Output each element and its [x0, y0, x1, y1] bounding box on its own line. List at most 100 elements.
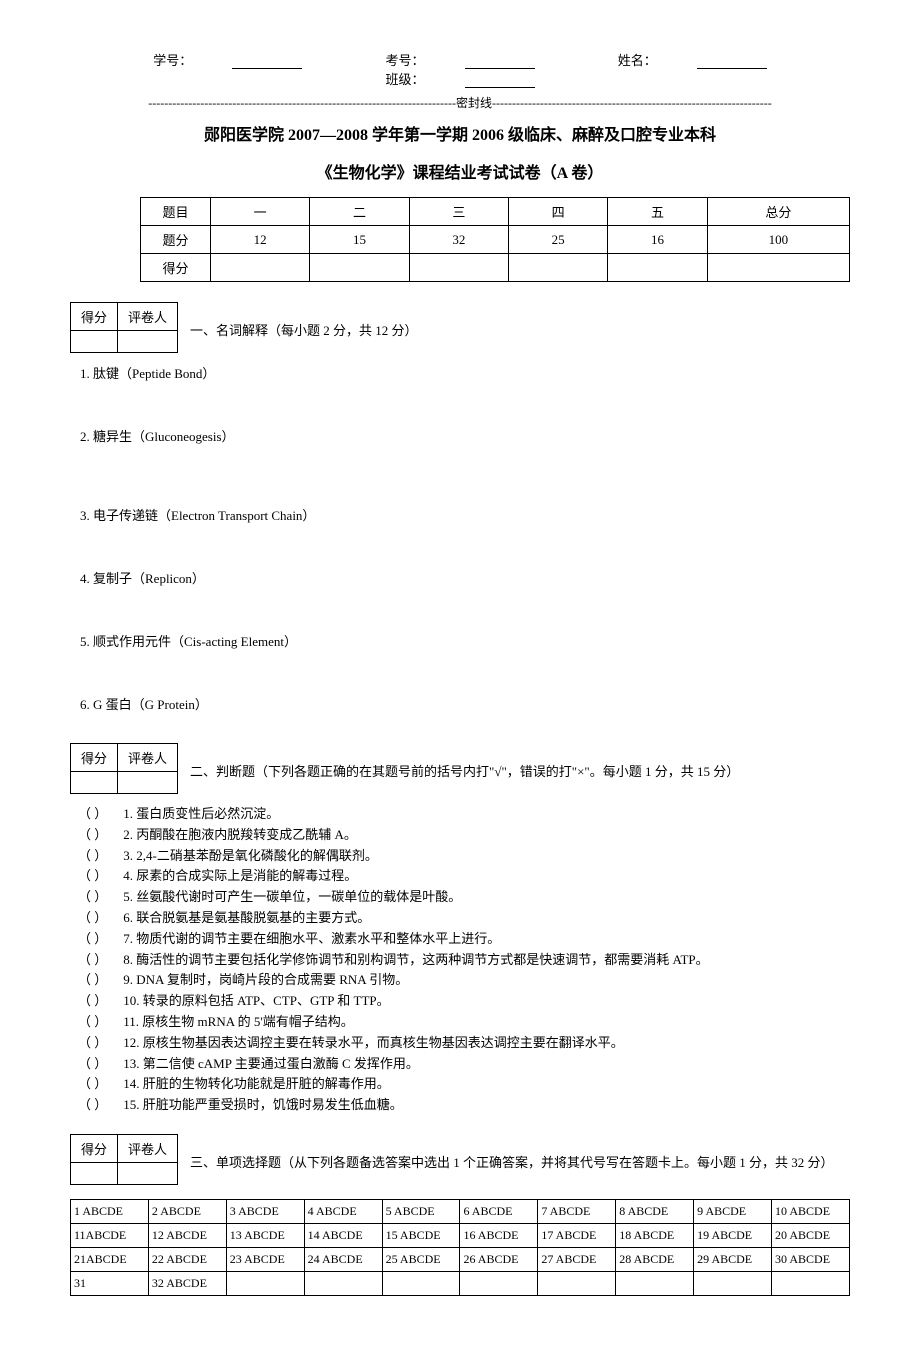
answer-cell[interactable]	[694, 1271, 772, 1295]
tf-text: 15. 肝脏功能严重受损时，饥饿时易发生低血糖。	[123, 1097, 403, 1112]
answer-cell[interactable]	[226, 1271, 304, 1295]
answer-cell[interactable]: 32 ABCDE	[148, 1271, 226, 1295]
answer-cell[interactable]: 21ABCDE	[71, 1247, 149, 1271]
answer-cell[interactable]	[616, 1271, 694, 1295]
score-cell[interactable]	[71, 1162, 118, 1184]
table-row: 得分	[141, 254, 850, 282]
tf-item: （ ） 4. 尿素的合成实际上是消能的解毒过程。	[78, 866, 850, 887]
answer-cell[interactable]: 26 ABCDE	[460, 1247, 538, 1271]
cell[interactable]	[508, 254, 607, 282]
grader-cell[interactable]	[118, 1162, 178, 1184]
cell: 15	[310, 226, 409, 254]
answer-cell[interactable]: 12 ABCDE	[148, 1223, 226, 1247]
answer-cell[interactable]: 17 ABCDE	[538, 1223, 616, 1247]
answer-cell[interactable]: 9 ABCDE	[694, 1199, 772, 1223]
answer-cell[interactable]	[538, 1271, 616, 1295]
tf-paren[interactable]: （ ）	[78, 866, 107, 887]
tf-paren[interactable]: （ ）	[78, 1033, 107, 1054]
score-label: 得分	[71, 303, 118, 331]
tf-text: 11. 原核生物 mRNA 的 5'端有帽子结构。	[123, 1014, 353, 1029]
class-field[interactable]	[465, 74, 535, 88]
score-cell[interactable]	[71, 772, 118, 794]
table-row: 11ABCDE 12 ABCDE 13 ABCDE 14 ABCDE 15 AB…	[71, 1223, 850, 1247]
tf-paren[interactable]: （ ）	[78, 1012, 107, 1033]
tf-text: 4. 尿素的合成实际上是消能的解毒过程。	[123, 868, 357, 883]
answer-cell[interactable]: 16 ABCDE	[460, 1223, 538, 1247]
answer-cell[interactable]: 4 ABCDE	[304, 1199, 382, 1223]
tf-text: 12. 原核生物基因表达调控主要在转录水平，而真核生物基因表达调控主要在翻译水平…	[123, 1035, 624, 1050]
answer-cell[interactable]: 25 ABCDE	[382, 1247, 460, 1271]
score-label: 得分	[71, 1134, 118, 1162]
answer-cell[interactable]: 20 ABCDE	[772, 1223, 850, 1247]
section-3-heading: 三、单项选择题（从下列各题备选答案中选出 1 个正确答案，并将其代号写在答题卡上…	[190, 1152, 834, 1171]
answer-cell[interactable]	[382, 1271, 460, 1295]
section-2-header: 得分评卷人 二、判断题（下列各题正确的在其题号前的括号内打"√"，错误的打"×"…	[70, 743, 850, 798]
cell[interactable]	[310, 254, 409, 282]
tf-item: （ ）14. 肝脏的生物转化功能就是肝脏的解毒作用。	[78, 1074, 850, 1095]
grader-label: 评卷人	[118, 1134, 178, 1162]
answer-cell[interactable]: 3 ABCDE	[226, 1199, 304, 1223]
grader-cell[interactable]	[118, 772, 178, 794]
name-field[interactable]	[697, 55, 767, 69]
tf-paren[interactable]: （ ）	[78, 804, 107, 825]
section-2-heading: 二、判断题（下列各题正确的在其题号前的括号内打"√"，错误的打"×"。每小题 1…	[190, 761, 739, 780]
answer-cell[interactable]: 11ABCDE	[71, 1223, 149, 1247]
answer-cell[interactable]: 7 ABCDE	[538, 1199, 616, 1223]
answer-cell[interactable]	[772, 1271, 850, 1295]
tf-item: （ ）9. DNA 复制时，岗崎片段的合成需要 RNA 引物。	[78, 970, 850, 991]
answer-cell[interactable]: 2 ABCDE	[148, 1199, 226, 1223]
grader-cell[interactable]	[118, 331, 178, 353]
table-row: 31 32 ABCDE	[71, 1271, 850, 1295]
answer-cell[interactable]: 10 ABCDE	[772, 1199, 850, 1223]
cell[interactable]	[608, 254, 707, 282]
tf-paren[interactable]: （ ）	[78, 846, 107, 867]
answer-cell[interactable]: 15 ABCDE	[382, 1223, 460, 1247]
tf-paren[interactable]: （ ）	[78, 991, 107, 1012]
answer-cell[interactable]: 6 ABCDE	[460, 1199, 538, 1223]
answer-cell[interactable]	[304, 1271, 382, 1295]
score-cell[interactable]	[71, 331, 118, 353]
student-no-label: 学号：	[153, 50, 192, 69]
tf-paren[interactable]: （ ）	[78, 929, 107, 950]
answer-cell[interactable]: 28 ABCDE	[616, 1247, 694, 1271]
answer-cell[interactable]: 23 ABCDE	[226, 1247, 304, 1271]
student-no-field[interactable]	[232, 55, 302, 69]
cell[interactable]	[409, 254, 508, 282]
answer-cell[interactable]: 22 ABCDE	[148, 1247, 226, 1271]
cell[interactable]	[707, 254, 849, 282]
answer-cell[interactable]: 8 ABCDE	[616, 1199, 694, 1223]
cell: 题分	[141, 226, 211, 254]
answer-cell[interactable]: 19 ABCDE	[694, 1223, 772, 1247]
answer-cell[interactable]: 27 ABCDE	[538, 1247, 616, 1271]
tf-paren[interactable]: （ ）	[78, 950, 107, 971]
tf-item: （ ） 12. 原核生物基因表达调控主要在转录水平，而真核生物基因表达调控主要在翻…	[78, 1033, 850, 1054]
answer-cell[interactable]: 1 ABCDE	[71, 1199, 149, 1223]
exam-no-field[interactable]	[465, 55, 535, 69]
tf-paren[interactable]: （ ）	[78, 825, 107, 846]
cell: 32	[409, 226, 508, 254]
answer-cell[interactable]	[460, 1271, 538, 1295]
answer-cell[interactable]: 31	[71, 1271, 149, 1295]
tf-paren[interactable]: （ ）	[78, 908, 107, 929]
cell: 一	[211, 198, 310, 226]
cell[interactable]	[211, 254, 310, 282]
answer-cell[interactable]: 14 ABCDE	[304, 1223, 382, 1247]
tf-paren[interactable]: （ ）	[78, 1074, 107, 1095]
table-row: 题目 一 二 三 四 五 总分	[141, 198, 850, 226]
tf-paren[interactable]: （ ）	[78, 887, 107, 908]
answer-cell[interactable]: 24 ABCDE	[304, 1247, 382, 1271]
tf-text: 5. 丝氨酸代谢时可产生一碳单位，一碳单位的载体是叶酸。	[123, 889, 461, 904]
tf-item: （ ）10. 转录的原料包括 ATP、CTP、GTP 和 TTP。	[78, 991, 850, 1012]
tf-paren[interactable]: （ ）	[78, 1095, 107, 1116]
answer-cell[interactable]: 30 ABCDE	[772, 1247, 850, 1271]
grader-label: 评卷人	[118, 744, 178, 772]
cell: 25	[508, 226, 607, 254]
score-summary-table: 题目 一 二 三 四 五 总分 题分 12 15 32 25 16 100 得分	[140, 197, 850, 282]
answer-cell[interactable]: 18 ABCDE	[616, 1223, 694, 1247]
answer-cell[interactable]: 29 ABCDE	[694, 1247, 772, 1271]
answer-cell[interactable]: 13 ABCDE	[226, 1223, 304, 1247]
cell: 12	[211, 226, 310, 254]
tf-paren[interactable]: （ ）	[78, 970, 107, 991]
answer-cell[interactable]: 5 ABCDE	[382, 1199, 460, 1223]
tf-paren[interactable]: （ ）	[78, 1054, 107, 1075]
